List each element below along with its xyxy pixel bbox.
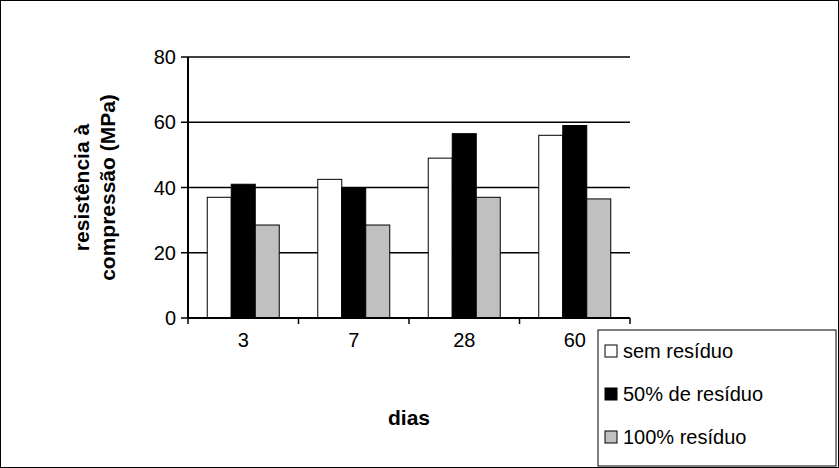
bar — [539, 135, 563, 318]
frame — [1, 1, 839, 468]
bar — [366, 225, 390, 318]
legend-swatch — [605, 345, 617, 357]
y-axis — [187, 57, 189, 318]
x-tick-label: 7 — [348, 329, 359, 351]
y-axis-label-line: resistência à — [70, 124, 93, 252]
legend-swatch — [605, 388, 617, 400]
legend-label: sem resíduo — [623, 340, 733, 362]
legend-swatch — [605, 431, 617, 443]
y-tick — [181, 122, 188, 124]
x-axis — [188, 317, 630, 319]
bar — [231, 184, 255, 318]
y-tick — [181, 252, 188, 254]
bar — [318, 179, 342, 318]
x-tick-label: 28 — [453, 329, 475, 351]
bar — [255, 225, 279, 318]
grid-line — [188, 56, 630, 57]
y-axis-label-line: compressão (MPa) — [96, 94, 119, 281]
y-tick — [181, 187, 188, 189]
bar — [428, 158, 452, 318]
legend-label: 100% resíduo — [623, 426, 746, 448]
x-axis-label: dias — [388, 406, 430, 429]
bar — [342, 188, 366, 319]
y-tick — [181, 56, 188, 58]
y-axis-label: resistência àcompressão (MPa) — [70, 94, 119, 281]
x-tick-label: 3 — [238, 329, 249, 351]
bar — [207, 197, 231, 318]
bar — [587, 199, 611, 318]
y-tick — [181, 317, 188, 319]
legend — [598, 330, 836, 466]
grid-line — [188, 122, 630, 123]
bar — [476, 197, 500, 318]
y-tick-label: 0 — [165, 307, 176, 329]
bar — [452, 134, 476, 318]
y-tick-label: 20 — [154, 242, 176, 264]
y-tick-label: 60 — [154, 111, 176, 133]
y-tick-label: 40 — [154, 177, 176, 199]
bar — [563, 126, 587, 318]
legend-label: 50% de resíduo — [623, 383, 763, 405]
bars — [207, 126, 611, 318]
x-tick-label: 60 — [564, 329, 586, 351]
chart: 0 20 40 60 80 3 7 28 60 dias resistência àcompress… — [0, 0, 839, 468]
y-tick-label: 80 — [154, 46, 176, 68]
